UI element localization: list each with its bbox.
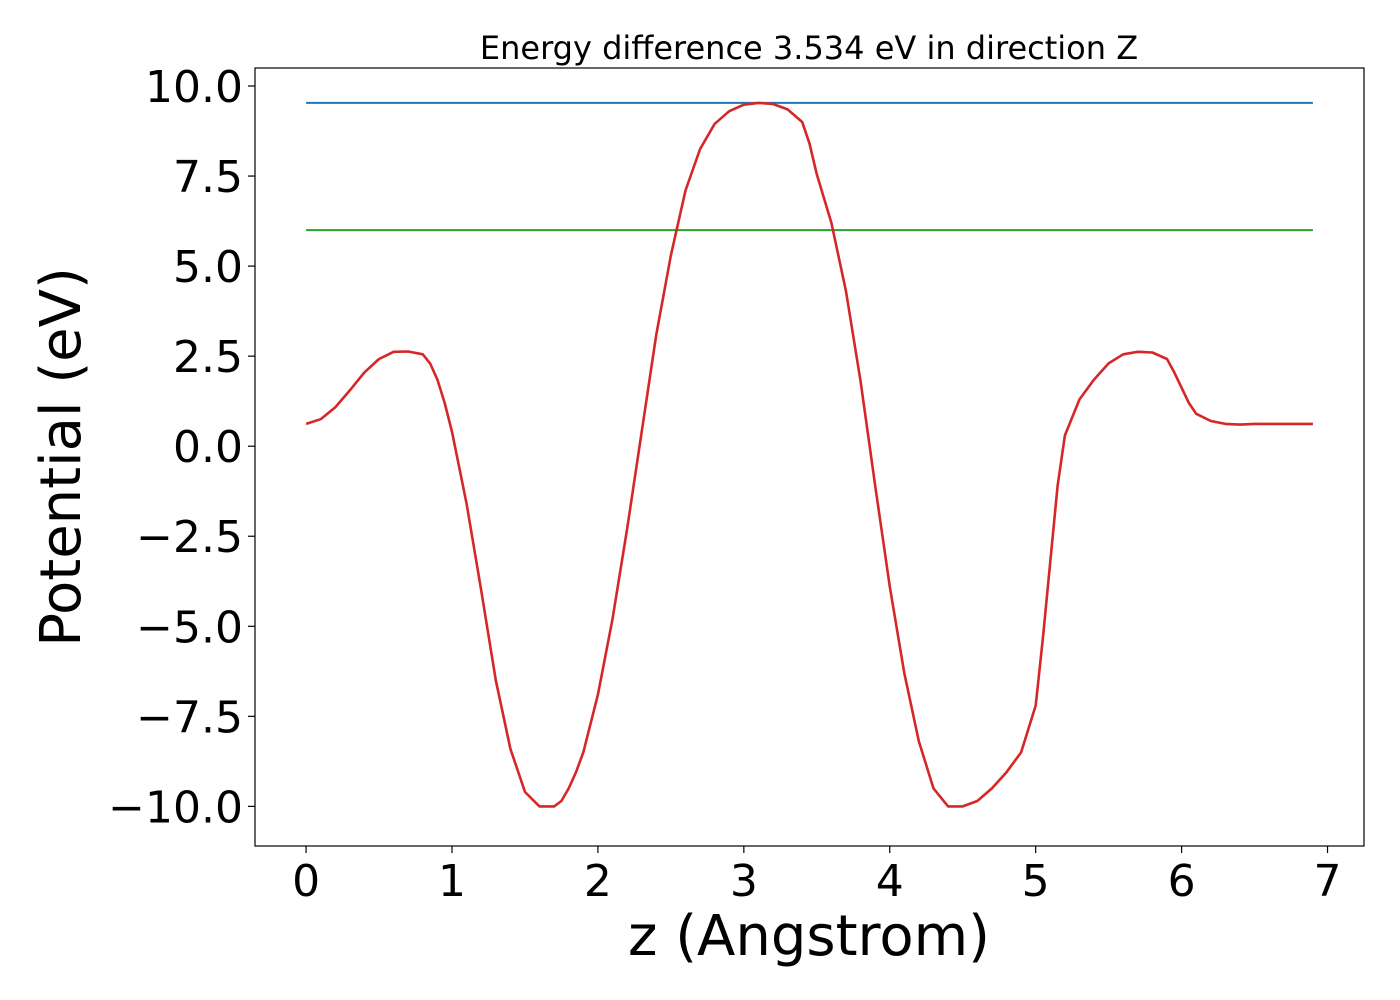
y-tick-label: 0.0 [173, 422, 243, 473]
x-axis-label: z (Angstrom) [628, 904, 990, 969]
y-tick-label: 7.5 [173, 152, 243, 203]
x-tick-label: 1 [438, 856, 466, 907]
y-tick-label: 2.5 [173, 332, 243, 383]
x-tick-label: 0 [292, 856, 320, 907]
y-tick-label: −2.5 [136, 512, 243, 563]
y-axis-ticks: −10.0 −7.5 −5.0 −2.5 0.0 2.5 5.0 7.5 10.0 [108, 62, 255, 833]
x-tick-label: 6 [1168, 856, 1196, 907]
x-tick-label: 2 [584, 856, 612, 907]
y-tick-label: −7.5 [136, 692, 243, 743]
y-tick-label: −10.0 [108, 782, 243, 833]
x-axis-ticks: 0 1 2 3 4 5 6 7 [292, 846, 1342, 907]
y-axis-label: Potential (eV) [29, 267, 94, 647]
x-tick-label: 3 [730, 856, 758, 907]
plot-lines [305, 101, 1313, 808]
x-tick-label: 5 [1022, 856, 1050, 907]
chart-title: Energy difference 3.534 eV in direction … [480, 29, 1138, 67]
x-tick-label: 7 [1314, 856, 1342, 907]
y-tick-label: 5.0 [173, 242, 243, 293]
y-tick-label: −5.0 [136, 602, 243, 653]
series-line-2 [305, 101, 1313, 808]
x-tick-label: 4 [876, 856, 904, 907]
plot-frame [254, 67, 1365, 847]
y-tick-label: 10.0 [145, 62, 243, 113]
